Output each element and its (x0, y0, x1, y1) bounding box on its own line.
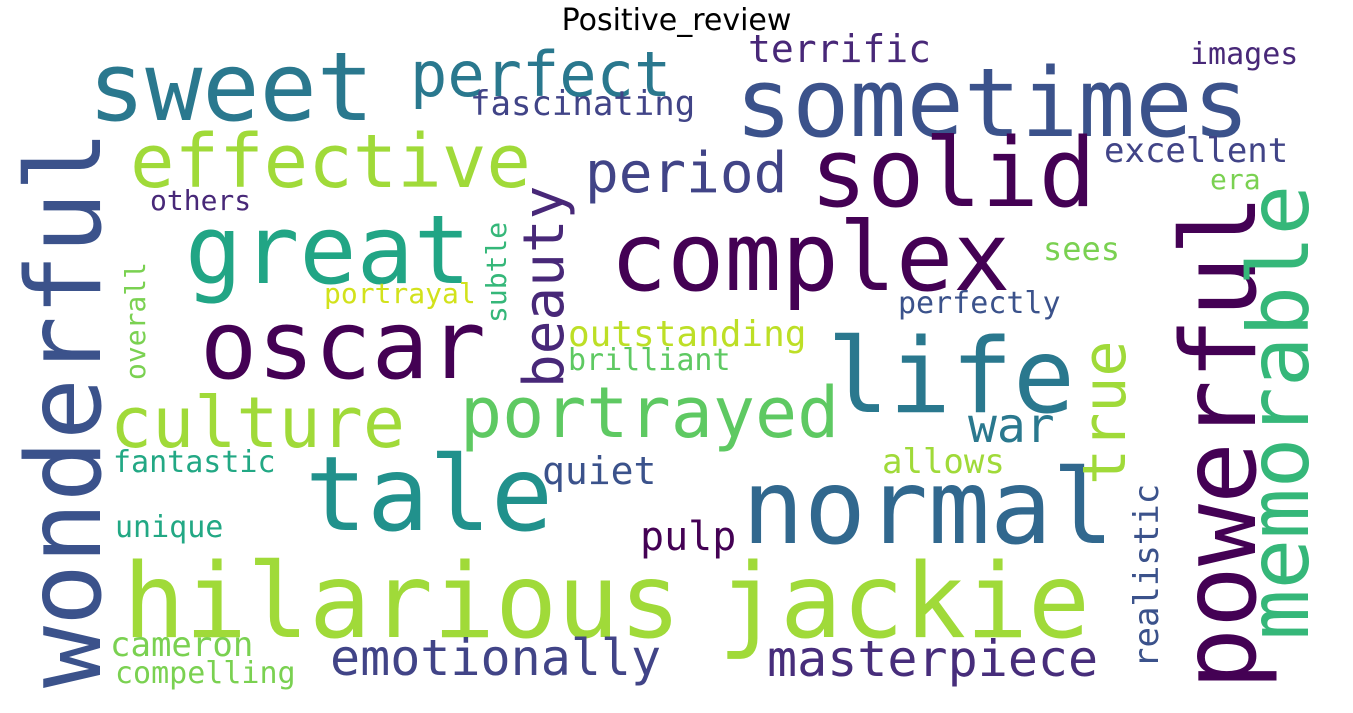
word-cameron: cameron (110, 625, 253, 665)
word-images: images (1190, 37, 1298, 72)
word-culture: culture (110, 382, 405, 464)
word-portrayed: portrayed (460, 372, 839, 454)
word-brilliant: brilliant (568, 343, 731, 378)
word-great: great (185, 196, 471, 306)
word-war: war (968, 398, 1055, 454)
word-pulp: pulp (640, 514, 736, 560)
word-life: life (827, 317, 1075, 437)
word-wonderful: wonderful (5, 130, 125, 688)
word-fantastic: fantastic (113, 445, 276, 480)
word-hilarious: hilarious (123, 542, 681, 662)
word-oscar: oscar (200, 291, 486, 401)
word-powerful: powerful (1160, 194, 1280, 690)
word-beauty: beauty (512, 186, 577, 388)
chart-title: Positive_review (561, 3, 792, 38)
word-compelling: compelling (115, 656, 296, 691)
word-normal: normal (742, 448, 1114, 568)
word-fascinating: fascinating (470, 84, 695, 124)
word-excellent: excellent (1104, 131, 1288, 171)
word-overall: overall (119, 262, 152, 380)
word-emotionally: emotionally (330, 629, 661, 687)
word-outstanding: outstanding (568, 314, 806, 355)
word-allows: allows (882, 442, 1005, 482)
word-era: era (1210, 163, 1261, 196)
word-realistic: realistic (1127, 484, 1167, 668)
word-others: others (150, 184, 251, 217)
word-period: period (585, 141, 787, 206)
word-complex: complex (610, 203, 1010, 313)
word-memorable: memorable (1230, 185, 1328, 640)
word-effective: effective (130, 119, 531, 205)
word-true: true (1070, 341, 1140, 486)
word-terrific: terrific (748, 27, 931, 71)
word-tale: tale (305, 435, 553, 555)
word-perfect: perfect (410, 38, 671, 111)
word-sometimes: sometimes (735, 49, 1250, 159)
word-solid: solid (810, 119, 1096, 229)
word-portrayal: portrayal (324, 277, 476, 310)
word-subtle: subtle (480, 222, 513, 323)
word-unique: unique (115, 510, 223, 545)
word-masterpiece: masterpiece (767, 630, 1098, 688)
word-sweet: sweet (88, 33, 374, 143)
word-perfectly: perfectly (898, 286, 1061, 321)
word-quiet: quiet (542, 449, 656, 493)
word-jackie: jackie (718, 542, 1090, 662)
word-sees: sees (1043, 230, 1120, 268)
